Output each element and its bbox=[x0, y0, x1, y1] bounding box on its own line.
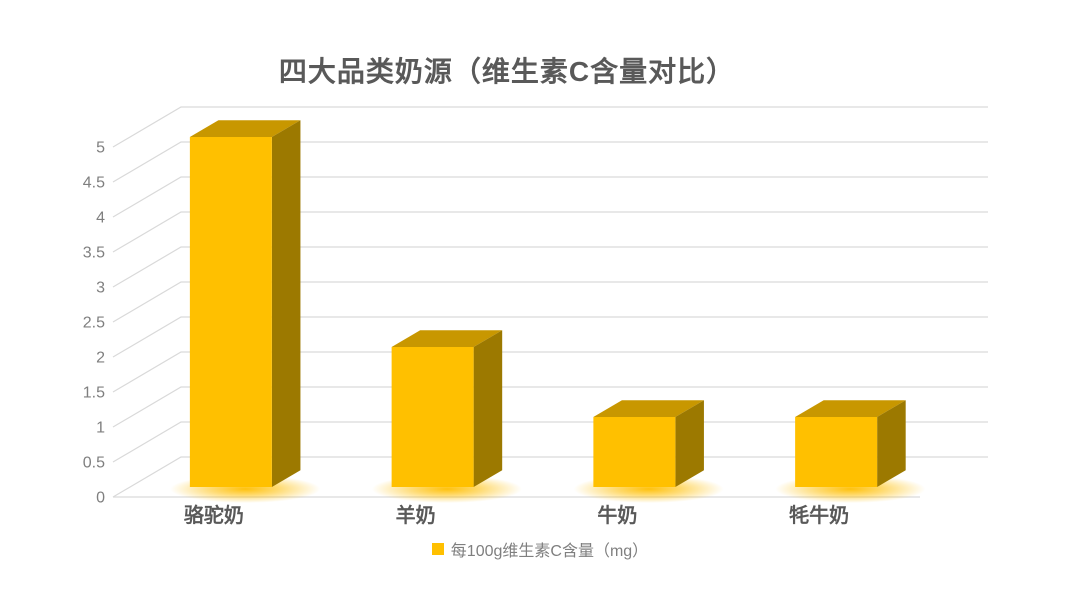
bar-front-face bbox=[795, 417, 878, 487]
gridline bbox=[112, 176, 988, 218]
bar-front-face bbox=[189, 137, 272, 487]
y-axis-tick-label: 2 bbox=[96, 350, 105, 367]
bar-side-face bbox=[675, 400, 704, 487]
gridline bbox=[112, 386, 988, 428]
y-axis-tick-label: 4.5 bbox=[83, 175, 105, 192]
bar-group-3 bbox=[775, 400, 926, 503]
gridline bbox=[112, 141, 988, 183]
bar-top-face bbox=[795, 400, 906, 417]
y-axis-tick-label: 0.5 bbox=[83, 455, 105, 472]
x-axis-category-label: 羊奶 bbox=[395, 505, 436, 527]
y-axis-tick-label: 0 bbox=[96, 490, 105, 507]
gridline bbox=[112, 106, 988, 148]
gridline bbox=[112, 281, 988, 323]
y-axis-tick-label: 4 bbox=[96, 210, 105, 227]
y-axis-tick-label: 1 bbox=[96, 420, 105, 437]
legend-marker-swatch bbox=[431, 543, 444, 555]
bar-front-face bbox=[391, 347, 474, 487]
bar-group-2 bbox=[573, 400, 724, 503]
gridline bbox=[112, 246, 988, 288]
y-axis-tick-label: 5 bbox=[96, 140, 105, 157]
gridline bbox=[112, 351, 988, 393]
y-axis-tick-label: 1.5 bbox=[83, 385, 105, 402]
bar-side-face bbox=[271, 120, 301, 487]
y-axis-tick-label: 2.5 bbox=[83, 315, 105, 332]
bar-top-face bbox=[391, 330, 503, 347]
gridline bbox=[112, 211, 988, 253]
bar-top-face bbox=[593, 400, 704, 417]
chart-title: 四大品类奶源（维生素C含量对比） bbox=[278, 56, 736, 87]
legend-label: 每100g维生素C含量（mg） bbox=[450, 543, 649, 560]
gridline bbox=[112, 456, 988, 498]
y-axis-tick-label: 3 bbox=[96, 280, 105, 297]
y-axis-tick-label: 3.5 bbox=[83, 245, 105, 262]
bar-front-face bbox=[593, 417, 676, 487]
bar-side-face bbox=[473, 330, 503, 487]
x-axis-category-label: 骆驼奶 bbox=[183, 505, 244, 527]
gridline bbox=[112, 421, 988, 463]
bar-group-1 bbox=[371, 330, 522, 503]
x-axis-category-label: 牛奶 bbox=[597, 505, 638, 527]
bar-top-face bbox=[189, 120, 301, 137]
bar-group-0 bbox=[170, 120, 321, 503]
gridline bbox=[112, 316, 988, 358]
bar-side-face bbox=[877, 400, 906, 487]
x-axis-category-label: 牦牛奶 bbox=[789, 505, 850, 527]
legend: 每100g维生素C含量（mg） bbox=[0, 537, 1080, 561]
